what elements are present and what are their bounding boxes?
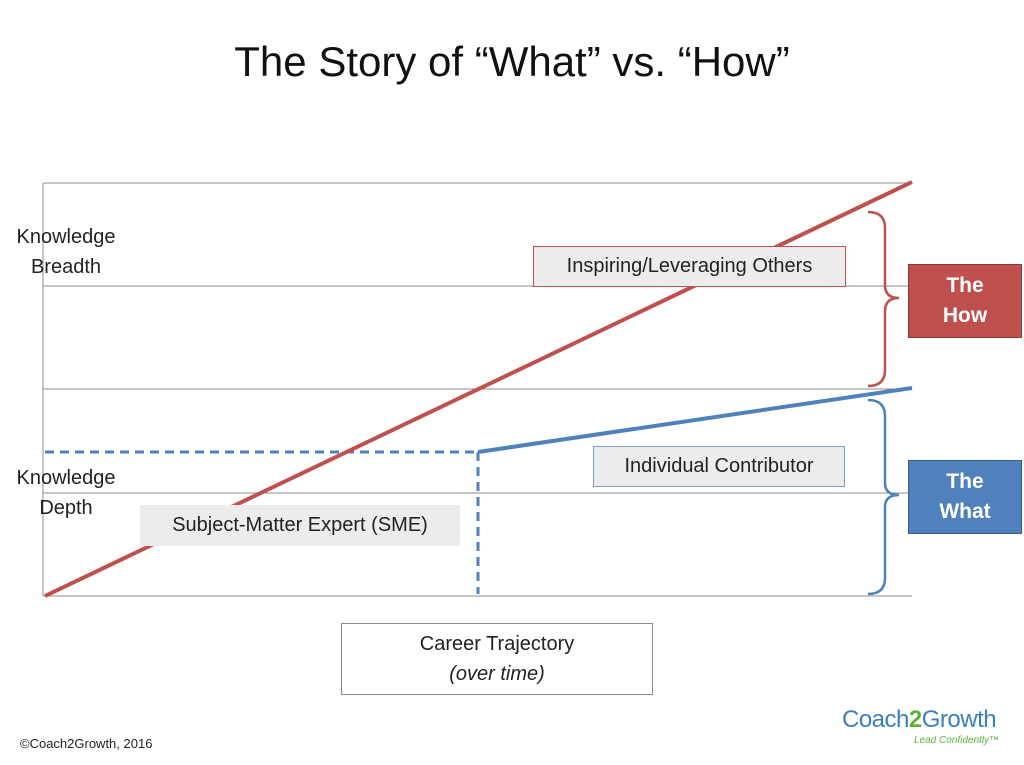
logo-text-two: 2 bbox=[908, 706, 922, 733]
coach2growth-logo: Coach2Growth Lead Confidently™ bbox=[842, 706, 1002, 754]
the-how-line2: How bbox=[942, 304, 988, 327]
y-label-breadth-line2: Breadth bbox=[30, 256, 102, 278]
what-trajectory-line bbox=[477, 386, 913, 454]
x-axis-sublabel: (over time) bbox=[449, 663, 545, 685]
the-how-line1: The bbox=[946, 274, 984, 297]
the-what-line1: The bbox=[946, 470, 984, 493]
logo-tagline: Lead Confidently™ bbox=[914, 735, 1000, 746]
y-label-depth-line2: Depth bbox=[39, 497, 93, 519]
logo-text-growth: Growth bbox=[921, 706, 997, 733]
the-how-tile: The How bbox=[908, 264, 1022, 338]
the-what-tile: The What bbox=[908, 460, 1022, 534]
y-label-breadth-line1: Knowledge bbox=[16, 226, 116, 248]
inspiring-leveraging-label: Inspiring/Leveraging Others bbox=[533, 246, 846, 287]
logo-text-coach: Coach bbox=[842, 706, 909, 733]
logo-wordmark: Coach2Growth bbox=[842, 706, 997, 734]
sme-label: Subject-Matter Expert (SME) bbox=[140, 505, 460, 546]
y-label-breadth: Knowledge Breadth bbox=[0, 222, 132, 282]
individual-contributor-label: Individual Contributor bbox=[593, 446, 845, 487]
x-axis-label: Career Trajectory bbox=[419, 633, 575, 655]
y-label-depth: Knowledge Depth bbox=[0, 463, 132, 523]
x-axis-label-box: Career Trajectory (over time) bbox=[341, 623, 653, 695]
y-label-depth-line1: Knowledge bbox=[16, 467, 116, 489]
copyright-notice: ©Coach2Growth, 2016 bbox=[20, 736, 153, 751]
what-bracket-icon bbox=[867, 398, 900, 596]
page-title: The Story of “What” vs. “How” bbox=[234, 38, 790, 85]
the-what-line2: What bbox=[939, 500, 991, 523]
how-bracket-icon bbox=[867, 210, 900, 388]
